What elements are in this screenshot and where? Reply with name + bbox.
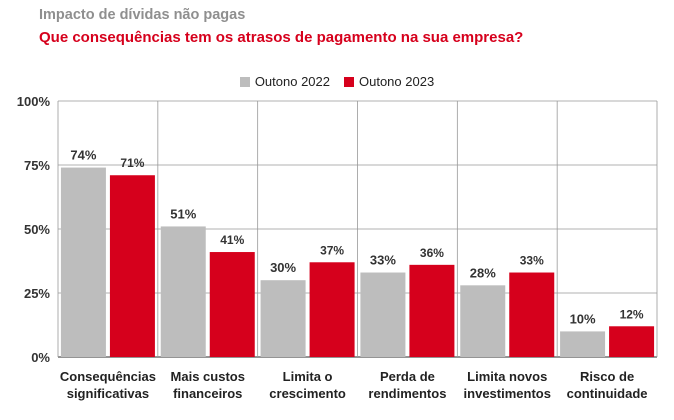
x-tick-label: Limita novos xyxy=(467,369,547,384)
x-tick-label: continuidade xyxy=(567,386,648,401)
bar-series-1-3 xyxy=(360,272,406,357)
legend-item-series-1: Outono 2022 xyxy=(239,74,330,89)
data-label: 12% xyxy=(620,307,644,321)
legend-swatch-series-1 xyxy=(239,76,250,87)
bar-series-2-2 xyxy=(309,262,355,357)
data-label: 33% xyxy=(520,254,544,268)
x-tick-label: Risco de xyxy=(580,369,634,384)
legend-label-series-1: Outono 2022 xyxy=(254,74,330,89)
x-tick-label: Limita o xyxy=(283,369,333,384)
data-label: 33% xyxy=(370,253,396,268)
y-tick-label: 25% xyxy=(24,286,50,301)
legend: Outono 2022 Outono 2023 xyxy=(0,74,674,89)
x-tick-label: financeiros xyxy=(173,386,242,401)
bar-series-1-2 xyxy=(260,280,306,357)
x-tick-label: crescimento xyxy=(269,386,346,401)
bar-series-1-0 xyxy=(60,167,106,357)
bar-series-1-5 xyxy=(560,331,606,357)
bar-series-2-0 xyxy=(109,175,155,357)
data-label: 37% xyxy=(320,243,344,257)
chart-subtitle: Que consequências tem os atrasos de paga… xyxy=(39,29,524,46)
y-tick-label: 75% xyxy=(24,158,50,173)
bar-series-1-1 xyxy=(160,226,206,357)
data-label: 71% xyxy=(120,156,144,170)
x-tick-label: investimentos xyxy=(464,386,551,401)
data-label: 28% xyxy=(470,265,496,280)
bar-series-1-4 xyxy=(460,285,506,357)
x-tick-label: significativas xyxy=(67,386,149,401)
data-label: 30% xyxy=(270,260,296,275)
y-tick-label: 0% xyxy=(31,350,50,365)
x-tick-label: rendimentos xyxy=(368,386,446,401)
legend-item-series-2: Outono 2023 xyxy=(344,74,434,89)
y-tick-label: 100% xyxy=(17,94,51,109)
x-tick-label: Perda de xyxy=(380,369,435,384)
data-label: 41% xyxy=(220,233,244,247)
bar-series-2-5 xyxy=(609,326,655,357)
legend-swatch-series-2 xyxy=(344,76,354,87)
y-tick-label: 50% xyxy=(24,222,50,237)
bar-series-2-3 xyxy=(409,264,455,357)
data-label: 51% xyxy=(170,206,196,221)
legend-label-series-2: Outono 2023 xyxy=(359,74,435,89)
data-label: 74% xyxy=(70,148,96,163)
data-label: 10% xyxy=(570,311,596,326)
chart-title: Impacto de dívidas não pagas xyxy=(39,7,246,23)
bar-series-2-4 xyxy=(509,272,555,357)
bar-series-2-1 xyxy=(209,252,255,357)
x-tick-label: Consequências xyxy=(60,369,156,384)
data-label: 36% xyxy=(420,246,444,260)
x-tick-label: Mais custos xyxy=(171,369,245,384)
